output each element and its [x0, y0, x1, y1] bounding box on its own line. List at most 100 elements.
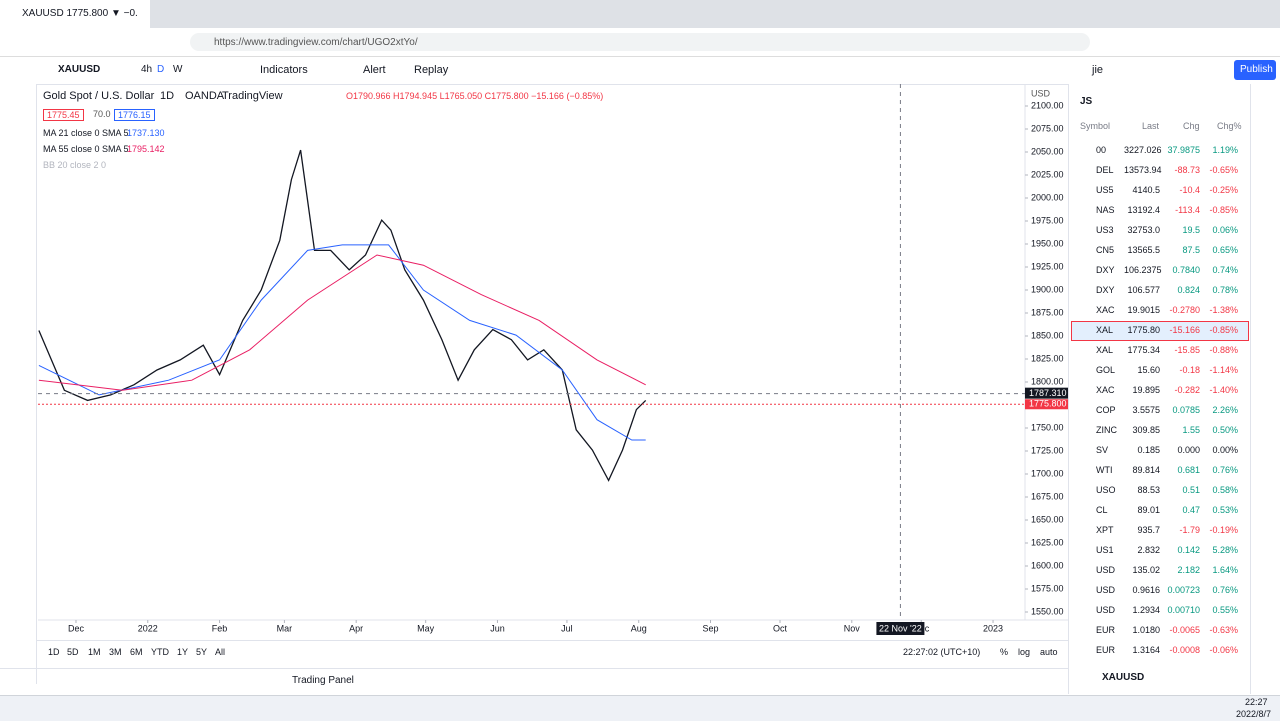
selected-row[interactable] — [1071, 321, 1249, 341]
row-symbol[interactable]: US3 — [1096, 225, 1114, 235]
row-last: 89.01 — [1137, 505, 1160, 515]
bid: 1775.45 — [43, 109, 84, 121]
row-change-pct: 2.26% — [1212, 405, 1238, 415]
timeframe[interactable]: 5D — [67, 647, 79, 657]
row-change-pct: 0.76% — [1212, 585, 1238, 595]
indicators-button[interactable]: Indicators — [260, 64, 308, 76]
row-symbol[interactable]: USD — [1096, 565, 1116, 575]
crosshair-y-label: 1787.310 — [1029, 388, 1067, 398]
row-change-pct: 0.06% — [1212, 225, 1238, 235]
timeframe[interactable]: 3M — [109, 647, 122, 657]
row-symbol[interactable]: USO — [1096, 485, 1116, 495]
replay-button[interactable]: Replay — [414, 64, 449, 76]
row-change: 0.824 — [1177, 285, 1200, 295]
row-last: 3227.026 — [1124, 145, 1162, 155]
x-tick-label: 2022 — [138, 623, 158, 633]
row-symbol[interactable]: DXY — [1096, 285, 1115, 295]
row-symbol[interactable]: 00 — [1096, 145, 1107, 155]
row-last: 106.577 — [1127, 285, 1160, 295]
study-name: MA 21 close 0 SMA 5 — [43, 128, 129, 138]
interval[interactable]: 4h — [141, 64, 153, 75]
x-tick-label: Feb — [212, 623, 228, 633]
study-value: 1737.130 — [127, 128, 165, 138]
row-change: 0.0785 — [1172, 405, 1200, 415]
row-change: 2.182 — [1177, 565, 1200, 575]
scale-option[interactable]: auto — [1040, 647, 1058, 657]
scale-option[interactable]: log — [1018, 647, 1031, 657]
row-symbol[interactable]: USD — [1096, 585, 1116, 595]
tab[interactable] — [0, 0, 150, 28]
row-symbol[interactable]: CN5 — [1096, 245, 1115, 255]
interval[interactable]: D — [157, 64, 165, 75]
alert-button[interactable]: Alert — [363, 64, 386, 76]
row-change-pct: -0.85% — [1209, 205, 1238, 215]
interval[interactable]: W — [173, 64, 183, 75]
detail-symbol[interactable]: XAUUSD — [1102, 672, 1145, 683]
legend-source: OANDA — [185, 90, 225, 102]
crosshair-x-tag — [876, 622, 925, 635]
row-change-pct: 0.65% — [1212, 245, 1238, 255]
series-line — [38, 244, 646, 441]
row-symbol[interactable]: XPT — [1096, 525, 1114, 535]
y-tick-label: 1550.00 — [1031, 606, 1064, 616]
row-symbol[interactable]: XAC — [1096, 305, 1115, 315]
row-symbol[interactable]: XAL — [1096, 345, 1114, 355]
column-header: Chg — [1183, 121, 1200, 131]
legend-ohlc: O1790.966 H1794.945 L1765.050 C1775.800 … — [346, 91, 604, 101]
row-symbol[interactable]: DEL — [1096, 165, 1114, 175]
url-field[interactable] — [190, 33, 1090, 51]
row-last: 1775.80 — [1127, 325, 1160, 335]
row-symbol[interactable]: XAC — [1096, 385, 1115, 395]
timeframe[interactable]: 1Y — [177, 647, 189, 657]
row-symbol[interactable]: GOL — [1096, 365, 1116, 375]
row-symbol[interactable]: US1 — [1096, 545, 1114, 555]
timeframe[interactable]: 1D — [48, 647, 60, 657]
y-tick-label: 1825.00 — [1031, 353, 1064, 363]
row-symbol[interactable]: USD — [1096, 605, 1116, 615]
row-last: 13565.5 — [1127, 245, 1160, 255]
y-tick-label: 1600.00 — [1031, 560, 1064, 570]
row-symbol[interactable]: EUR — [1096, 625, 1116, 635]
watchlist-name[interactable]: JS — [1080, 96, 1093, 107]
symbol[interactable]: XAUUSD — [58, 64, 101, 75]
y-tick-label: 2050.00 — [1031, 146, 1064, 156]
row-change: -88.73 — [1174, 165, 1200, 175]
row-symbol[interactable]: US5 — [1096, 185, 1114, 195]
row-symbol[interactable]: ZINC — [1096, 425, 1117, 435]
crosshair-y-tag — [1025, 387, 1068, 399]
scale-option[interactable]: % — [1000, 647, 1009, 657]
publish-label[interactable]: Publish — [1240, 64, 1273, 75]
y-tick-label: 1750.00 — [1031, 422, 1064, 432]
row-change: 0.00723 — [1167, 585, 1200, 595]
timeframe[interactable]: 1M — [88, 647, 101, 657]
row-symbol[interactable]: COP — [1096, 405, 1116, 415]
row-last: 15.60 — [1137, 365, 1160, 375]
right-sidebar — [1250, 84, 1280, 694]
row-symbol[interactable]: XAL — [1096, 325, 1114, 335]
row-symbol[interactable]: CL — [1096, 505, 1108, 515]
row-symbol[interactable]: WTI — [1096, 465, 1113, 475]
trading-panel[interactable]: Trading Panel — [292, 675, 354, 686]
row-last: 1775.34 — [1127, 345, 1160, 355]
timeframe[interactable]: YTD — [151, 647, 169, 657]
row-change-pct: 5.28% — [1212, 545, 1238, 555]
x-tick-label: Mar — [277, 623, 293, 633]
timeframe[interactable]: 5Y — [196, 647, 208, 657]
timeframe[interactable]: All — [215, 647, 226, 657]
x-tick-label: Dec — [68, 623, 85, 633]
row-symbol[interactable]: NAS — [1096, 205, 1115, 215]
row-last: 3.5575 — [1132, 405, 1160, 415]
row-change: 19.5 — [1182, 225, 1200, 235]
row-symbol[interactable]: EUR — [1096, 645, 1116, 655]
timeframe[interactable]: 6M — [130, 647, 143, 657]
ask: 1776.15 — [114, 109, 155, 121]
row-change: -0.0008 — [1169, 645, 1200, 655]
row-symbol[interactable]: DXY — [1096, 265, 1115, 275]
x-tick-label: Jul — [561, 623, 573, 633]
y-tick-label: 1650.00 — [1031, 514, 1064, 524]
publish-button[interactable] — [1234, 60, 1276, 80]
user-layout[interactable]: jie — [1092, 64, 1104, 76]
row-symbol[interactable]: SV — [1096, 445, 1109, 455]
